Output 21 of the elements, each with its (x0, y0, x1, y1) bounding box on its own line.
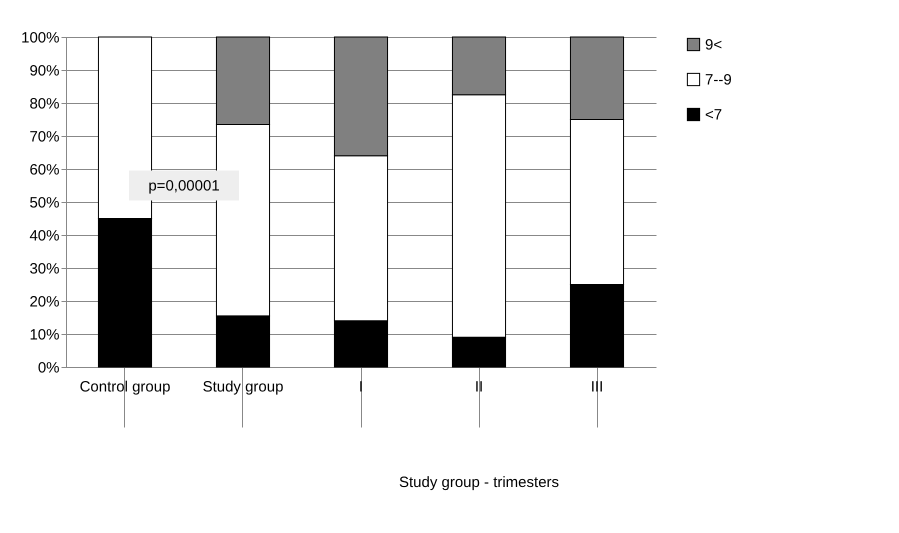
y-tick-label: 30% (29, 260, 60, 278)
legend-label: <7 (705, 106, 722, 124)
x-tick-label: Study group (202, 378, 284, 396)
legend-label: 9< (705, 36, 722, 54)
y-tick-label: 0% (38, 360, 60, 376)
annotation: p=0,00001 (148, 178, 220, 194)
y-tick-label: 100% (21, 30, 60, 46)
y-tick-label: 70% (29, 128, 60, 146)
y-tick-label: 20% (29, 294, 60, 310)
y-tick-label: 50% (29, 194, 60, 212)
y-tick-label: 60% (29, 162, 60, 178)
y-tick-label: 10% (29, 326, 60, 344)
text: Study group - trimesters (398, 474, 560, 491)
x-tick-label: III (590, 378, 604, 396)
x-tick-label: Control group (80, 378, 170, 396)
y-tick-label: 80% (29, 96, 60, 112)
y-tick-label: 40% (29, 228, 60, 244)
x-tick-label: I (358, 378, 364, 396)
legend-label: 7--9 (705, 72, 732, 88)
y-tick-label: 90% (29, 62, 60, 80)
x-tick-label: II (474, 378, 484, 396)
